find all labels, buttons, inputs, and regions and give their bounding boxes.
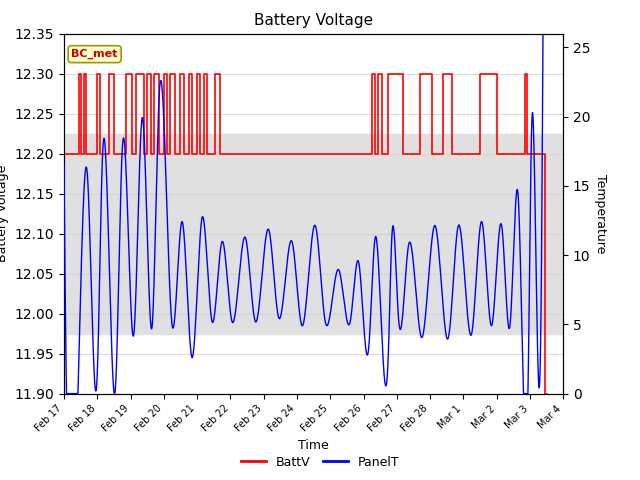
Bar [64,133,563,334]
Y-axis label: Temperature: Temperature [594,174,607,253]
Text: BC_met: BC_met [72,49,118,59]
Title: Battery Voltage: Battery Voltage [254,13,373,28]
Legend: BattV, PanelT: BattV, PanelT [236,451,404,474]
Y-axis label: Battery Voltage: Battery Voltage [0,165,9,262]
X-axis label: Time: Time [298,439,329,452]
